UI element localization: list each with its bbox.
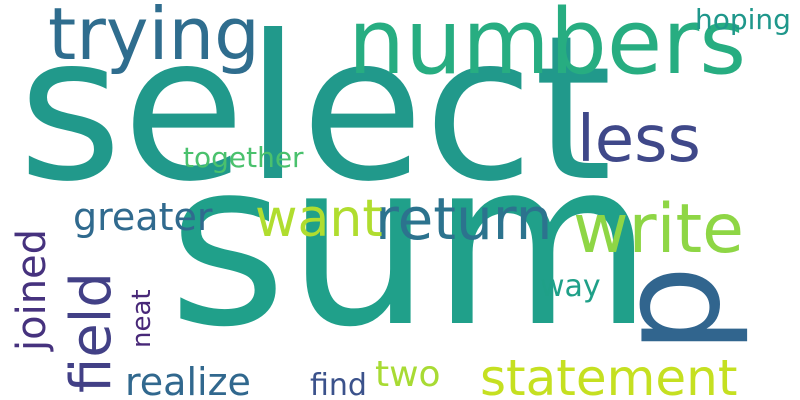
word-trying: trying [48, 0, 260, 76]
word-statement: statement [480, 349, 738, 400]
word-sum: sum [168, 111, 654, 377]
word-together: together [183, 141, 304, 174]
word-joined: joined [9, 228, 55, 351]
word-numbers: numbers [348, 0, 747, 95]
word-way: way [540, 269, 601, 304]
word-less: less [577, 103, 701, 177]
word-find: find [310, 368, 367, 400]
word-field: field [59, 272, 124, 393]
word-return: return [375, 185, 553, 253]
word-hoping: hoping [695, 3, 791, 36]
word-p: p [589, 265, 752, 354]
word-write: write [573, 190, 744, 269]
word-realize: realize [125, 360, 251, 400]
word-want: want [255, 189, 383, 249]
word-select: select [18, 0, 613, 226]
word-two: two [375, 354, 441, 395]
word-greater: greater [73, 195, 213, 239]
word-neat: neat [127, 289, 157, 348]
